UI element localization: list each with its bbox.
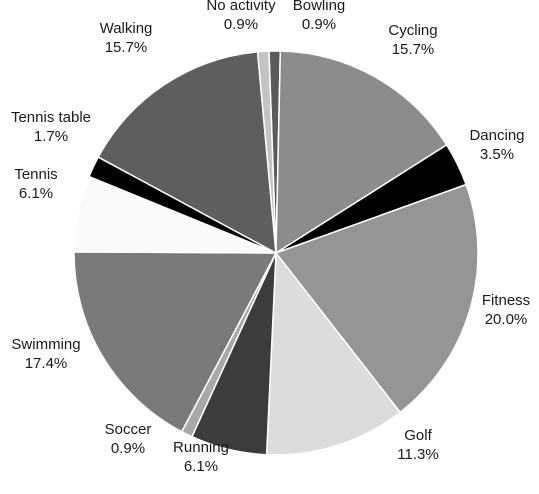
slice-label-name: Tennis table [11,109,91,126]
slice-label-name: Tennis [14,166,57,183]
slice-label-value: 3.5% [480,146,514,163]
slice-label-tennis: Tennis 6.1% [14,166,57,202]
slice-label-value: 6.1% [184,458,218,475]
slice-label-name: Fitness [482,292,530,309]
slice-label-dancing: Dancing 3.5% [469,127,524,163]
slice-label-value: 15.7% [392,41,435,58]
slice-label-value: 15.7% [105,39,148,56]
slice-label-value: 0.9% [302,16,336,33]
slice-label-name: Swimming [11,336,80,353]
slice-label-no-activity: No activity 0.9% [206,0,276,33]
slice-label-name: Bowling [293,0,346,14]
slice-label-name: Walking [100,20,153,37]
slice-label-value: 11.3% [397,446,438,463]
slice-label-bowling: Bowling 0.9% [293,0,346,33]
pie-slices [73,50,479,456]
slice-label-name: Soccer [105,421,152,438]
pie-slice-golf [265,250,402,456]
slice-label-value: 0.9% [111,440,145,457]
slice-label-name: Running [173,439,229,456]
slice-label-name: Dancing [469,127,524,144]
slice-label-name: No activity [206,0,276,14]
slice-label-value: 20.0% [485,311,528,328]
slice-label-tennis-table: Tennis table 1.7% [11,109,91,145]
pie-slice-swimming [73,251,278,433]
slice-label-name: Cycling [388,22,437,39]
slice-label-golf: Golf 11.3% [397,427,438,463]
slice-label-name: Golf [404,427,432,444]
slice-label-cycling: Cycling 15.7% [388,22,437,58]
slice-label-walking: Walking 15.7% [100,20,153,56]
slice-label-running: Running 6.1% [173,439,229,475]
pie-slice-fitness [274,183,479,414]
slice-label-value: 6.1% [19,185,53,202]
slice-labels: Bowling 0.9% Cycling 15.7% Dancing 3.5% Fitnes… [11,0,530,475]
slice-label-value: 17.4% [25,355,68,372]
slice-label-swimming: Swimming 17.4% [11,336,80,372]
slice-label-soccer: Soccer 0.9% [105,421,152,457]
slice-label-value: 1.7% [34,128,68,145]
pie-slice-cycling [275,50,448,255]
pie-slice-no-activity [256,50,277,254]
slice-label-fitness: Fitness 20.0% [482,292,530,328]
slice-label-value: 0.9% [224,16,258,33]
pie-slice-walking [97,51,277,255]
